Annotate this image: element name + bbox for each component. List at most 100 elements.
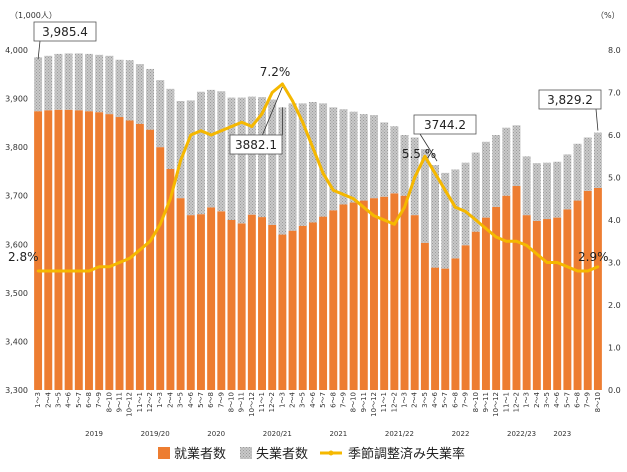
right-axis-ticks: 0.0 1.0 2.0 3.0 4.0 5.0 6.0 7.0 8.0 <box>608 46 621 395</box>
y-left-tick-label: 3,300 <box>5 386 28 395</box>
employed-bar <box>95 112 104 391</box>
unemployed-bar <box>512 125 521 186</box>
legend: 就業者数 失業者数 季節調整済み失業率 <box>158 446 465 462</box>
x-tick-label: 8～10 <box>227 392 235 412</box>
rate-point <box>576 269 579 273</box>
unemployed-bar <box>227 97 236 220</box>
legend-label: 季節調整済み失業率 <box>348 446 465 462</box>
annotation-start-rate: 2.8% <box>8 250 39 264</box>
x-tick-label: 10～12 <box>492 392 500 417</box>
employed-bar <box>319 216 328 390</box>
y-right-tick-label: 4.0 <box>608 216 621 225</box>
legend-swatch-rate-marker <box>328 450 334 456</box>
x-tick-label: 4～6 <box>553 391 561 407</box>
employed-bar <box>593 187 602 390</box>
unemployed-bar <box>268 99 277 225</box>
annotation-peak-total-box <box>229 134 283 155</box>
employed-bar <box>176 198 185 390</box>
year-label: 2022/23 <box>507 430 536 438</box>
x-tick-label: 11～1 <box>380 392 388 412</box>
unemployed-bar <box>247 96 256 215</box>
unemployed-bar <box>298 103 307 226</box>
rate-point <box>515 239 518 243</box>
unemployed-bar <box>115 59 124 118</box>
rate-point <box>484 227 488 230</box>
rate-point <box>382 218 386 222</box>
rate-point <box>311 146 315 150</box>
rate-point <box>545 261 549 264</box>
unemployed-bar <box>553 161 562 218</box>
annotation-start-total: 3,985.4 <box>42 25 88 39</box>
y-right-tick-label: 3.0 <box>608 259 621 268</box>
employed-bar <box>207 207 216 390</box>
unemployed-bar <box>125 60 134 121</box>
x-tick-label: 3～5 <box>543 392 551 408</box>
unemployed-bar <box>135 64 144 124</box>
y-left-tick-label: 3,700 <box>5 192 28 201</box>
employed-bar <box>532 220 541 390</box>
rate-point <box>586 269 590 273</box>
rate-point <box>555 261 559 264</box>
left-axis-unit: （1,000人） <box>10 11 57 20</box>
y-left-tick-label: 3,800 <box>5 143 28 152</box>
rate-point <box>494 235 498 239</box>
x-tick-label: 5～7 <box>197 392 205 408</box>
employed-bar <box>390 193 399 390</box>
employed-bar <box>247 214 256 390</box>
employed-bar <box>502 195 511 390</box>
x-tick-label: 1～3 <box>278 392 286 408</box>
rate-point <box>301 120 305 124</box>
x-tick-label: 6～8 <box>85 392 93 408</box>
unemployed-bar <box>492 135 501 207</box>
x-tick-label: 4～6 <box>187 391 195 407</box>
rate-line <box>38 82 599 273</box>
rate-point <box>352 197 356 201</box>
unemployed-bar <box>217 91 226 212</box>
x-tick-label: 12～2 <box>512 392 520 412</box>
rate-point <box>504 239 508 243</box>
x-tick-label: 3～5 <box>421 392 429 408</box>
employed-bar <box>522 215 531 390</box>
x-tick-label: 7～9 <box>95 392 103 408</box>
x-tick-label: 4～6 <box>309 391 317 407</box>
rate-point <box>280 82 284 86</box>
x-tick-label: 5～7 <box>563 392 571 408</box>
x-tick-label: 1～3 <box>34 392 42 408</box>
x-tick-label: 4～6 <box>431 391 439 407</box>
employed-bar <box>461 245 470 390</box>
employed-bar <box>573 200 582 390</box>
x-tick-label: 8～10 <box>105 392 113 412</box>
unemployed-bar <box>54 53 63 110</box>
unemployed-bar <box>471 152 480 232</box>
x-tick-label: 5～7 <box>75 392 83 408</box>
year-label: 2023 <box>553 430 571 438</box>
annotation-2022-total-box <box>413 114 477 135</box>
rate-point <box>413 176 417 179</box>
x-tick-label: 2～4 <box>289 391 297 407</box>
rate-point <box>209 133 213 137</box>
year-label: 2020/21 <box>263 430 292 438</box>
employed-bar <box>400 195 409 390</box>
employed-bar <box>278 234 287 390</box>
x-tick-label: 10～12 <box>248 392 256 417</box>
unemployed-bar <box>593 132 602 188</box>
year-labels: 2019 2019/20 2020 2020/21 2021 2021/22 2022 202… <box>85 430 571 438</box>
employed-bar <box>441 268 450 390</box>
unemployed-bar <box>207 89 216 208</box>
unemployed-bar <box>319 103 328 217</box>
unemployed-bar <box>176 101 185 199</box>
x-tick-label: 12～2 <box>390 392 398 412</box>
x-tick-label: 12～2 <box>146 392 154 412</box>
unemployed-bar <box>288 103 297 231</box>
employed-bar <box>135 123 144 390</box>
rate-point <box>443 188 447 192</box>
x-tick-label: 9～11 <box>360 392 368 412</box>
rate-point <box>321 171 325 175</box>
rate-point <box>46 269 50 273</box>
year-label: 2019/20 <box>141 430 170 438</box>
employed-bar <box>420 242 429 390</box>
legend-label: 就業者数 <box>174 446 226 462</box>
rate-point <box>291 99 294 103</box>
unemployed-bar <box>400 135 409 196</box>
x-tick-label: 11～1 <box>136 392 144 412</box>
